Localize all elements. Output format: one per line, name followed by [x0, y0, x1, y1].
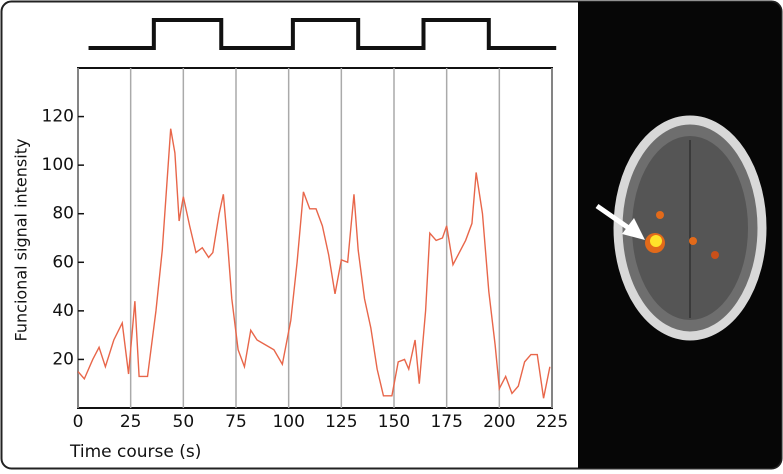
- y-tick-label: 120: [42, 107, 74, 127]
- x-tick-label: 200: [483, 412, 515, 432]
- x-tick-label: 150: [378, 412, 410, 432]
- y-tick-label: 60: [52, 252, 74, 272]
- x-tick-label: 0: [73, 412, 84, 432]
- x-tick-label: 100: [272, 412, 304, 432]
- x-tick-label: 75: [225, 412, 247, 432]
- brain-image: [595, 115, 767, 341]
- y-tick-label: 40: [52, 301, 74, 321]
- x-tick-label: 175: [430, 412, 462, 432]
- y-tick-label: 80: [52, 204, 74, 224]
- x-tick-label: 50: [173, 412, 195, 432]
- stimulus-blocks: [88, 18, 557, 50]
- y-axis-label: Funcional signal intensity: [12, 139, 31, 342]
- x-tick-label: 225: [536, 412, 568, 432]
- y-tick-label: 100: [42, 155, 74, 175]
- x-axis-label: Time course (s): [69, 442, 201, 462]
- x-tick-label: 125: [325, 412, 357, 432]
- x-tick-label: 25: [120, 412, 142, 432]
- signal-line: [77, 128, 551, 399]
- y-tick-label: 20: [52, 349, 74, 369]
